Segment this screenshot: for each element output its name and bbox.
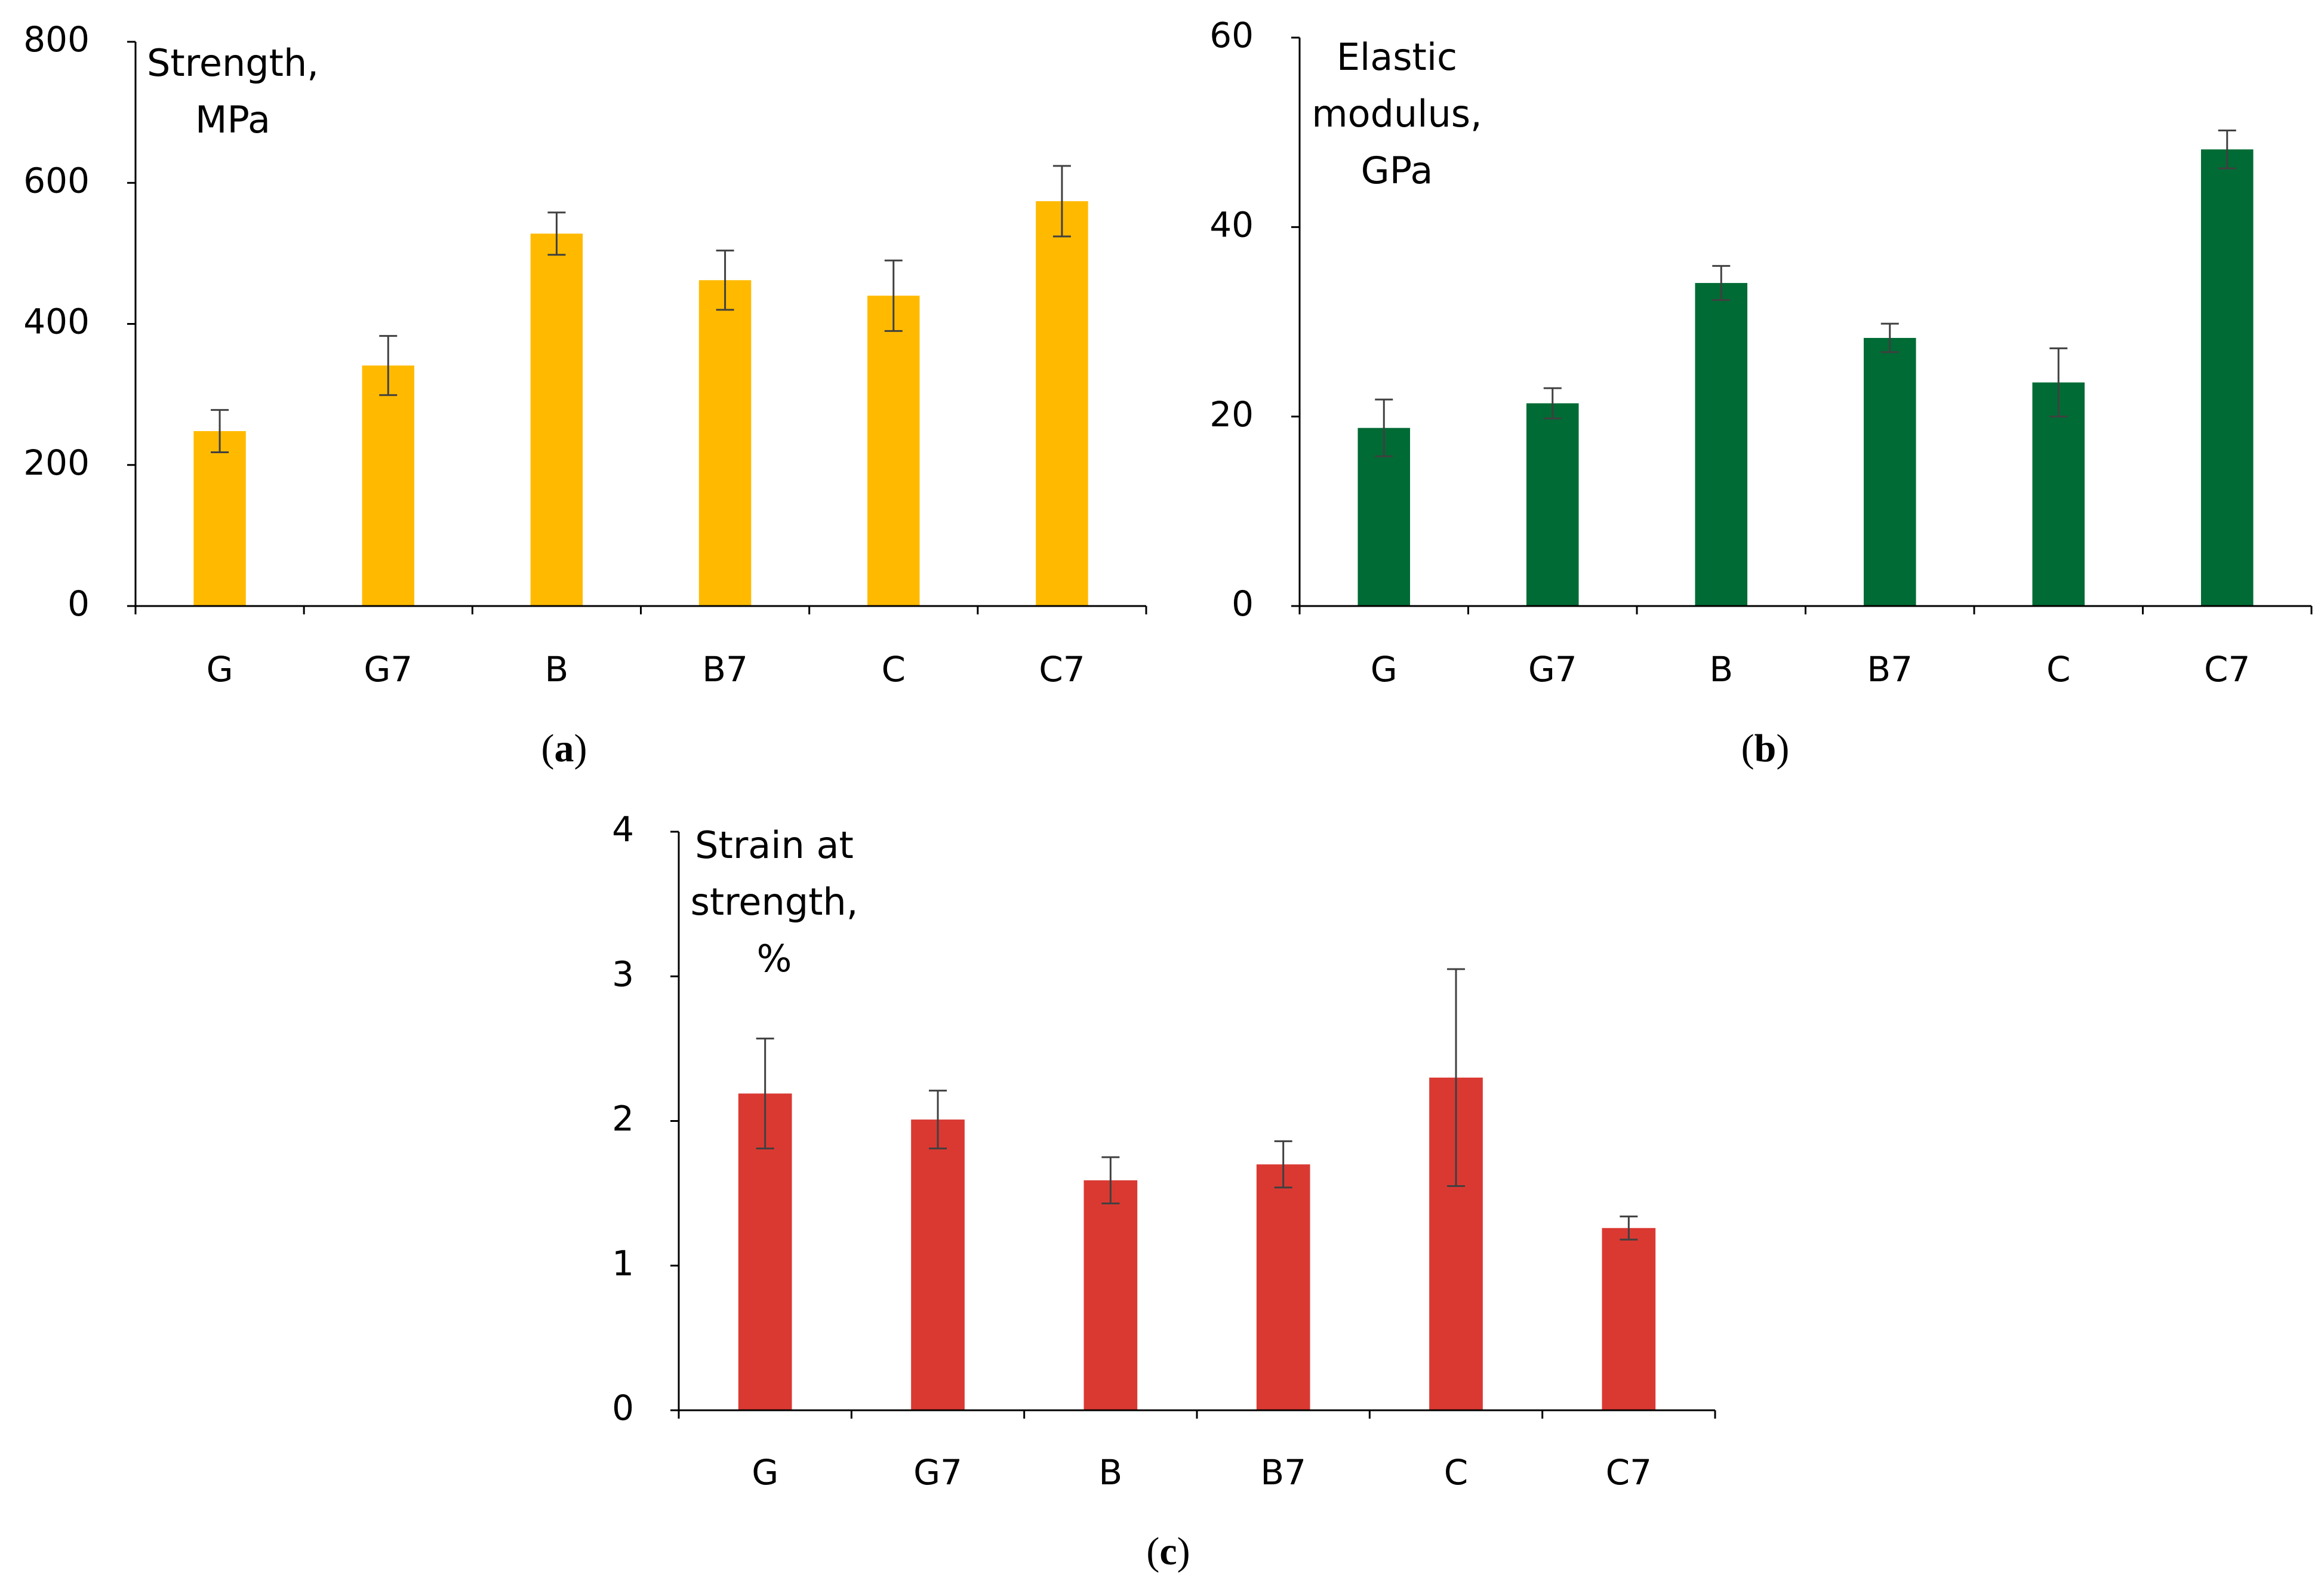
y-tick-label: 400 (23, 302, 90, 342)
y-tick-label: 0 (1232, 583, 1254, 624)
error-bar-G7 (1543, 387, 1562, 420)
error-bar-G7 (929, 1090, 947, 1150)
bar-C7 (1602, 1228, 1656, 1410)
bar-G7 (911, 1119, 965, 1410)
y-axis-label: Elastic modulus, GPa (1312, 35, 1482, 192)
x-tick-label: B7 (1260, 1452, 1306, 1493)
error-bar-G7 (379, 335, 398, 396)
bar-B7 (1256, 1164, 1310, 1410)
y-tick-label: 3 (612, 954, 634, 994)
panel-label-b: (b) (1741, 727, 1790, 770)
y-axis-label-line: strength, (691, 880, 858, 924)
x-tick-label: B7 (1867, 649, 1913, 690)
bar-G7 (362, 365, 414, 606)
y-tick-label: 0 (612, 1388, 634, 1428)
y-axis-label-line: modulus, (1312, 92, 1482, 136)
bar-B7 (698, 280, 752, 606)
x-tick-label: C (1444, 1452, 1469, 1493)
bar-B (1083, 1180, 1138, 1410)
chart-panel-elastic-modulus: Elastic modulus, GPa 0 20 40 60 G G7 B B7 C C7 (1209, 15, 2313, 690)
error-bar-C (1447, 968, 1465, 1188)
y-axis-label: Strength, MPa (147, 41, 319, 142)
x-tick-label: G7 (364, 649, 413, 690)
chart-panel-strength: Strength, MPa 0 200 400 600 800 G G7 B B7 C C7 (23, 19, 1147, 690)
panel-label-c: (c) (1146, 1530, 1190, 1573)
y-tick-label: 2 (612, 1099, 634, 1139)
bar-G7 (1526, 403, 1579, 606)
x-tick-label: B7 (702, 649, 748, 690)
y-tick-label: 600 (23, 160, 90, 201)
y-axis-label-line: Elastic (1337, 35, 1457, 79)
error-bar-G (1375, 398, 1393, 457)
x-tick-label: C (2046, 649, 2071, 690)
x-tick-label: C (882, 649, 906, 690)
bar-C7 (2200, 149, 2254, 606)
x-tick-label: G7 (913, 1452, 962, 1493)
bar-B (1695, 282, 1748, 606)
bar-B7 (1863, 337, 1916, 606)
error-bar-C (2049, 347, 2068, 418)
y-axis-label-line: Strength, (147, 41, 319, 85)
y-axis-label-line: % (757, 937, 792, 980)
y-tick-label: 200 (23, 442, 90, 483)
bar-C7 (1036, 201, 1088, 606)
y-tick-label: 40 (1209, 204, 1254, 245)
error-bar-C (884, 259, 903, 332)
y-tick-label: 1 (612, 1243, 634, 1284)
error-bar-B7 (716, 250, 734, 311)
bar-G (1358, 427, 1411, 606)
x-tick-label: B (1709, 649, 1733, 690)
error-bar-B (1101, 1156, 1120, 1205)
error-bar-B7 (1880, 322, 1899, 353)
x-tick-label: G (1371, 649, 1398, 690)
bar-C (2032, 382, 2085, 606)
error-bar-B (547, 211, 566, 256)
y-tick-label: 0 (67, 583, 90, 624)
error-bar-B7 (1274, 1140, 1292, 1189)
x-tick-label: G7 (1528, 649, 1577, 690)
x-tick-label: B (1098, 1452, 1122, 1493)
x-tick-label: B (545, 649, 569, 690)
y-axis-label-line: MPa (195, 98, 270, 142)
panel-label-a: (a) (541, 727, 587, 770)
y-tick-label: 20 (1209, 394, 1254, 435)
error-bar-G (211, 409, 229, 453)
y-axis-label-line: Strain at (695, 823, 854, 867)
error-bar-C7 (2218, 129, 2236, 170)
y-axis-label-line: GPa (1361, 149, 1433, 192)
y-tick-label: 60 (1209, 15, 1254, 56)
error-bar-C7 (1620, 1215, 1638, 1241)
x-tick-label: C7 (1039, 649, 1085, 690)
y-tick-label: 4 (612, 809, 634, 850)
y-axis-label: Strain at strength,% (691, 823, 858, 980)
x-tick-label: G (752, 1452, 778, 1493)
bar-G (193, 431, 246, 606)
error-bar-G (756, 1037, 774, 1150)
error-bar-C7 (1052, 165, 1071, 238)
bar-C (867, 296, 920, 606)
bar-B (530, 233, 583, 606)
x-tick-label: G (207, 649, 233, 690)
y-tick-label: 800 (23, 19, 90, 60)
x-tick-label: C7 (1606, 1452, 1652, 1493)
chart-panel-strain: Strain at strength,% 0 1 2 3 4 G G7 B B7 C C7 (612, 809, 1716, 1493)
x-tick-label: C7 (2204, 649, 2250, 690)
error-bar-B (1712, 264, 1731, 302)
